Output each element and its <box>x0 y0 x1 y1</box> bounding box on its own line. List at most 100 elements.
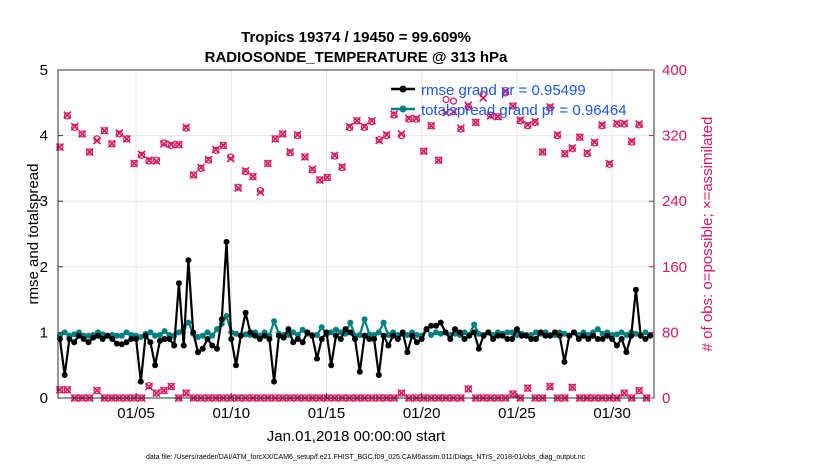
series-point-0 <box>299 339 306 346</box>
obs-assim-stroke <box>367 116 376 125</box>
obs-assim-stroke <box>226 154 235 163</box>
series-point-1 <box>642 329 649 336</box>
obs-assim-stroke <box>523 384 532 393</box>
obs-possible-point-high <box>256 186 265 195</box>
series-point-0 <box>566 332 573 339</box>
series-point-0 <box>185 257 192 264</box>
series-point-0 <box>247 329 254 336</box>
obs-possible-point-high <box>189 171 198 179</box>
series-point-0 <box>104 332 111 339</box>
legend-rmse-marker <box>399 85 407 93</box>
obs-assim-point-high <box>330 151 339 160</box>
obs-assim-point-high <box>241 166 250 175</box>
series-point-1 <box>242 331 249 338</box>
obs-assim-point-high <box>397 129 406 139</box>
obs-assim-stroke <box>167 382 176 391</box>
obs-assim-point-high <box>583 148 592 157</box>
obs-assim-point-low <box>167 382 176 391</box>
series-point-0 <box>285 326 292 333</box>
series-point-0 <box>542 332 549 339</box>
obs-possible-point-high <box>605 160 614 168</box>
series-point-1 <box>375 329 382 336</box>
series-point-0 <box>109 336 116 342</box>
series-point-1 <box>61 329 68 336</box>
obs-possible-point-high <box>316 176 324 184</box>
obs-assim-point-high <box>167 140 176 149</box>
obs-assim-point-high <box>196 163 206 172</box>
obs-possible-point-high <box>130 159 138 168</box>
obs-possible-point-low <box>167 382 175 391</box>
series-point-0 <box>628 332 635 339</box>
obs-assim-point-high <box>434 156 443 165</box>
obs-possible-point-high <box>464 103 472 111</box>
obs-possible-point-low <box>93 387 101 395</box>
series-point-1 <box>437 330 444 337</box>
obs-possible-point-low <box>152 389 161 397</box>
x-axis-label: Jan.01,2018 00:00:00 start <box>267 428 446 445</box>
series-point-0 <box>256 336 263 342</box>
obs-assim-point-high <box>412 114 421 123</box>
series-point-0 <box>423 326 430 333</box>
series-point-0 <box>409 332 416 339</box>
series-point-1 <box>632 330 639 337</box>
obs-assim-stroke <box>427 121 436 130</box>
obs-possible-point-high <box>234 183 242 191</box>
obs-possible-point-high <box>279 130 287 138</box>
series-point-0 <box>75 332 82 339</box>
series-point-1 <box>199 332 206 339</box>
series-point-0 <box>314 355 320 362</box>
series-point-1 <box>152 332 159 339</box>
obs-assim-stroke <box>144 382 154 391</box>
obs-possible-point-high <box>375 136 383 144</box>
x-ticks: 01/05 01/10 01/15 01/20 01/25 01/30 <box>117 393 631 422</box>
obs-assim-stroke <box>78 129 87 139</box>
obs-possible-point-high <box>63 112 71 120</box>
series-point-1 <box>314 332 320 338</box>
obs-assim-point-high <box>449 107 458 116</box>
obs-assim-point-high <box>286 147 295 157</box>
obs-possible-point-high <box>152 156 161 164</box>
obs-possible-point-high <box>561 150 569 158</box>
series-point-0 <box>599 336 606 342</box>
series-point-0 <box>518 332 525 339</box>
series-point-0 <box>195 349 201 356</box>
series-point-1 <box>233 330 239 337</box>
series-point-1 <box>594 326 601 333</box>
obs-assim-stroke <box>434 156 443 165</box>
obs-possible-point-high <box>509 102 517 110</box>
series-point-1 <box>471 321 478 328</box>
obs-assim-point-high <box>538 147 547 157</box>
series-point-0 <box>390 332 397 339</box>
series-point-0 <box>385 342 392 349</box>
obs-assim-stroke <box>583 148 592 157</box>
series-point-0 <box>413 339 420 346</box>
obs-possible-point-high <box>583 150 591 158</box>
obs-assim-stroke <box>397 389 406 398</box>
obs-possible-point-low <box>546 382 554 391</box>
series-point-1 <box>271 318 278 325</box>
obs-possible-point-high <box>71 123 79 132</box>
chart-subtitle: RADIOSONDE_TEMPERATURE @ 313 hPa <box>205 49 508 66</box>
obs-possible-point-high <box>137 151 146 159</box>
series-point-0 <box>380 332 387 339</box>
obs-assim-stroke <box>442 108 451 117</box>
obs-assim-point-high <box>360 122 369 131</box>
obs-assim-stroke <box>85 147 94 157</box>
obs-possible-point-high <box>598 122 606 130</box>
series-point-0 <box>428 322 435 329</box>
series-point-0 <box>304 329 311 336</box>
obs-possible-point-high <box>553 132 562 140</box>
series-point-0 <box>218 316 225 323</box>
series-point-0 <box>99 336 106 342</box>
series-point-0 <box>128 336 135 342</box>
series-point-0 <box>632 286 639 293</box>
series-point-0 <box>85 339 92 346</box>
series-point-0 <box>547 332 554 339</box>
y-ticks-left: 0 1 2 3 4 5 <box>40 62 63 407</box>
obs-assim-point-high <box>122 134 131 143</box>
obs-assim-point-high <box>226 154 235 163</box>
obs-possible-point-high <box>383 132 391 140</box>
obs-assim-point-high <box>560 149 569 158</box>
obs-assim-point-high <box>323 173 332 182</box>
obs-possible-point-high <box>353 117 361 125</box>
